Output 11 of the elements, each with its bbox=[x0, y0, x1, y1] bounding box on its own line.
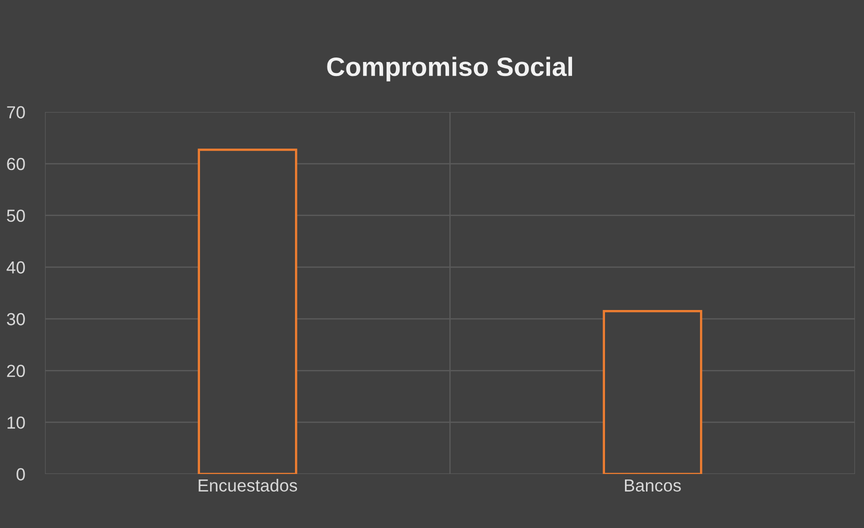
chart-title: Compromiso Social bbox=[327, 56, 572, 82]
y-tick-label: 0 bbox=[16, 468, 25, 480]
y-tick-label: 10 bbox=[8, 416, 25, 429]
y-tick-label: 50 bbox=[6, 210, 25, 222]
y-tick-label: 30 bbox=[6, 313, 25, 326]
x-tick-label: Encuestados bbox=[198, 478, 298, 492]
y-tick-label: 20 bbox=[7, 364, 25, 378]
x-tick-label: Bancos bbox=[624, 480, 681, 492]
y-tick-label: 70 bbox=[7, 106, 25, 118]
y-tick-label: 40 bbox=[6, 261, 25, 274]
y-tick-label: 60 bbox=[7, 158, 25, 170]
